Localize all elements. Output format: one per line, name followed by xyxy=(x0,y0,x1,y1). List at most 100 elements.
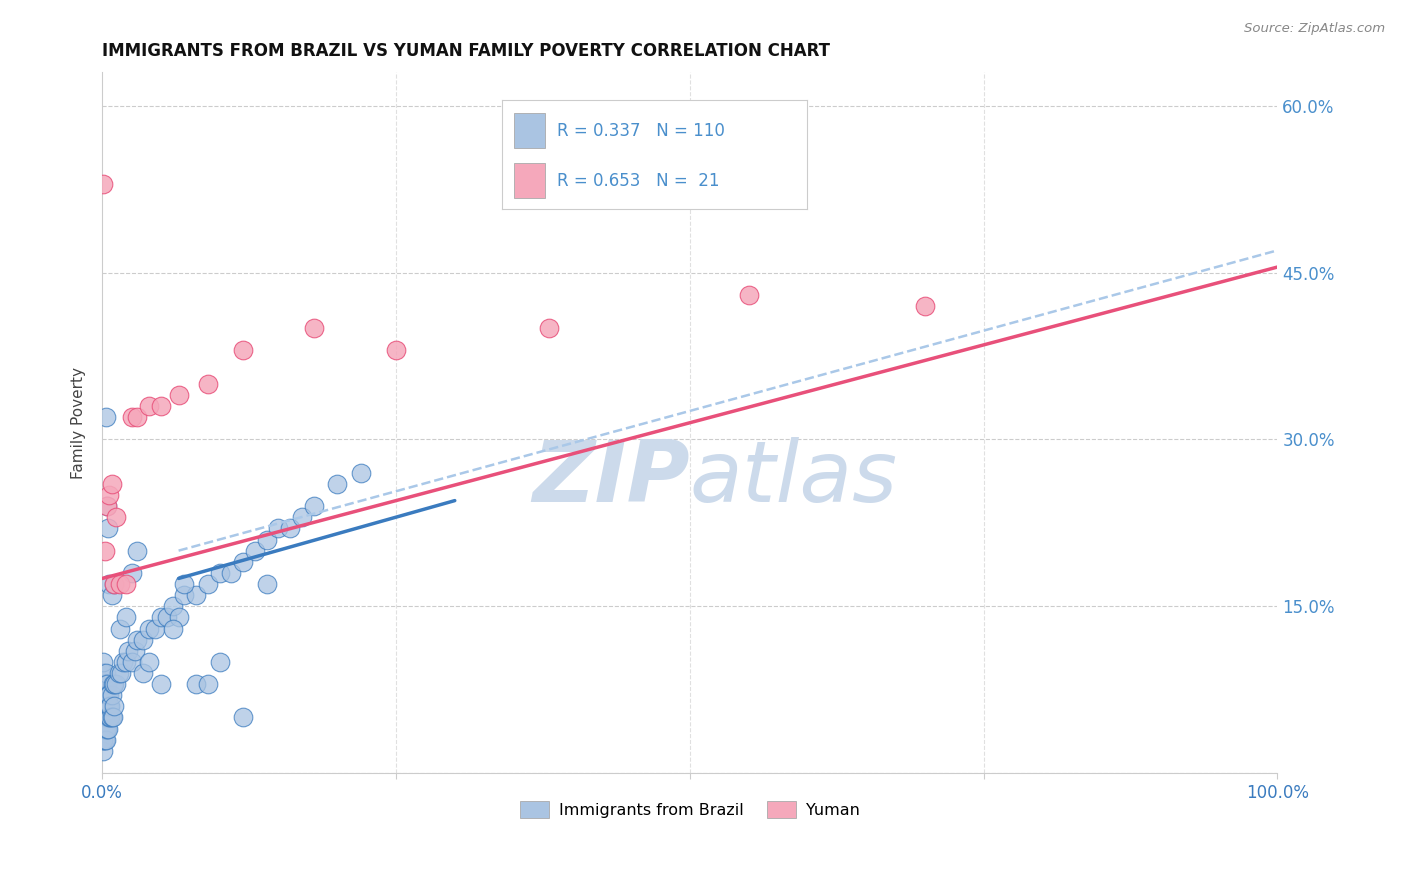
Point xyxy=(103,577,125,591)
Point xyxy=(121,410,143,425)
Point xyxy=(114,655,136,669)
Text: atlas: atlas xyxy=(690,437,898,520)
Point xyxy=(93,677,115,691)
Point xyxy=(124,644,146,658)
Point xyxy=(97,722,120,736)
Point xyxy=(232,343,254,358)
Point xyxy=(94,665,117,680)
Point xyxy=(93,655,115,669)
Point xyxy=(98,577,121,591)
Point xyxy=(93,722,115,736)
Point xyxy=(105,677,128,691)
Point xyxy=(108,622,131,636)
Point xyxy=(93,744,115,758)
Point xyxy=(197,577,219,591)
Point xyxy=(93,699,115,714)
Point xyxy=(98,699,121,714)
Point xyxy=(93,677,115,691)
Point xyxy=(93,177,115,191)
Point xyxy=(93,710,115,724)
Point xyxy=(93,710,115,724)
Text: IMMIGRANTS FROM BRAZIL VS YUMAN FAMILY POVERTY CORRELATION CHART: IMMIGRANTS FROM BRAZIL VS YUMAN FAMILY P… xyxy=(103,42,830,60)
Point xyxy=(97,521,120,535)
Point xyxy=(208,655,231,669)
Point xyxy=(93,732,115,747)
Point xyxy=(537,321,560,335)
Point xyxy=(127,543,149,558)
Point xyxy=(93,710,115,724)
Point xyxy=(112,655,135,669)
Point xyxy=(143,622,166,636)
Point xyxy=(94,699,117,714)
Point xyxy=(127,632,149,647)
Point xyxy=(162,622,184,636)
Point xyxy=(93,665,115,680)
Point xyxy=(326,477,349,491)
Point xyxy=(94,722,117,736)
Point xyxy=(93,710,115,724)
Point xyxy=(96,499,118,513)
Point xyxy=(914,299,936,313)
Point xyxy=(93,677,115,691)
Legend: Immigrants from Brazil, Yuman: Immigrants from Brazil, Yuman xyxy=(513,795,866,825)
Point xyxy=(167,610,190,624)
Point xyxy=(291,510,314,524)
Point xyxy=(93,722,115,736)
Text: ZIP: ZIP xyxy=(533,437,690,520)
Point xyxy=(93,710,115,724)
Point xyxy=(121,566,143,580)
Point xyxy=(108,577,131,591)
Point xyxy=(98,488,121,502)
Point xyxy=(114,610,136,624)
Point xyxy=(197,376,219,391)
Point xyxy=(93,688,115,702)
Point xyxy=(127,410,149,425)
Point xyxy=(96,699,118,714)
Point xyxy=(232,555,254,569)
Point xyxy=(96,677,118,691)
Point xyxy=(267,521,290,535)
Point xyxy=(94,699,117,714)
Y-axis label: Family Poverty: Family Poverty xyxy=(72,367,86,479)
Point xyxy=(93,665,115,680)
Point xyxy=(121,655,143,669)
Point xyxy=(138,655,160,669)
Point xyxy=(173,577,195,591)
Point xyxy=(93,688,115,702)
Point xyxy=(94,688,117,702)
Point xyxy=(256,533,278,547)
Point xyxy=(117,644,139,658)
Text: Source: ZipAtlas.com: Source: ZipAtlas.com xyxy=(1244,22,1385,36)
Point xyxy=(96,688,118,702)
Point xyxy=(93,722,115,736)
Point xyxy=(93,732,115,747)
Point xyxy=(97,710,120,724)
Point xyxy=(98,688,121,702)
Point xyxy=(100,710,122,724)
Point xyxy=(93,688,115,702)
Point xyxy=(97,699,120,714)
Point xyxy=(96,710,118,724)
Point xyxy=(232,710,254,724)
Point xyxy=(256,577,278,591)
Point xyxy=(96,722,118,736)
Point xyxy=(132,632,155,647)
Point xyxy=(93,710,115,724)
Point xyxy=(186,677,208,691)
Point xyxy=(94,688,117,702)
Point xyxy=(110,665,132,680)
Point xyxy=(302,499,325,513)
Point xyxy=(93,699,115,714)
Point xyxy=(101,710,124,724)
Point xyxy=(93,543,115,558)
Point xyxy=(103,577,125,591)
Point xyxy=(221,566,243,580)
Point xyxy=(94,677,117,691)
Point xyxy=(101,677,124,691)
Point xyxy=(93,699,115,714)
Point xyxy=(98,710,121,724)
Point xyxy=(162,599,184,614)
Point xyxy=(208,566,231,580)
Point xyxy=(94,732,117,747)
Point xyxy=(100,477,122,491)
